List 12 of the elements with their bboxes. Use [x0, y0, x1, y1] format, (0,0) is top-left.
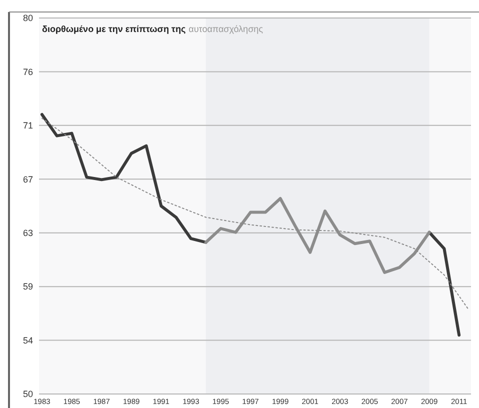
y-tick-label: 63: [22, 228, 34, 238]
y-tick-label: 54: [22, 335, 34, 346]
line-series: [41, 118, 469, 310]
y-tick-label: 76: [22, 66, 34, 77]
y-tick-label: 59: [22, 282, 34, 292]
y-tick-label: 71: [22, 120, 34, 131]
y-tick-label: 80: [22, 13, 34, 24]
text: διορθωμένο με την επίπτωση της: [42, 24, 186, 34]
text: αυτοαπασχόλησης: [188, 24, 264, 34]
y-tick-label: 67: [22, 174, 34, 184]
line-series: [204, 196, 431, 274]
y-tick-label: 50: [22, 389, 34, 400]
